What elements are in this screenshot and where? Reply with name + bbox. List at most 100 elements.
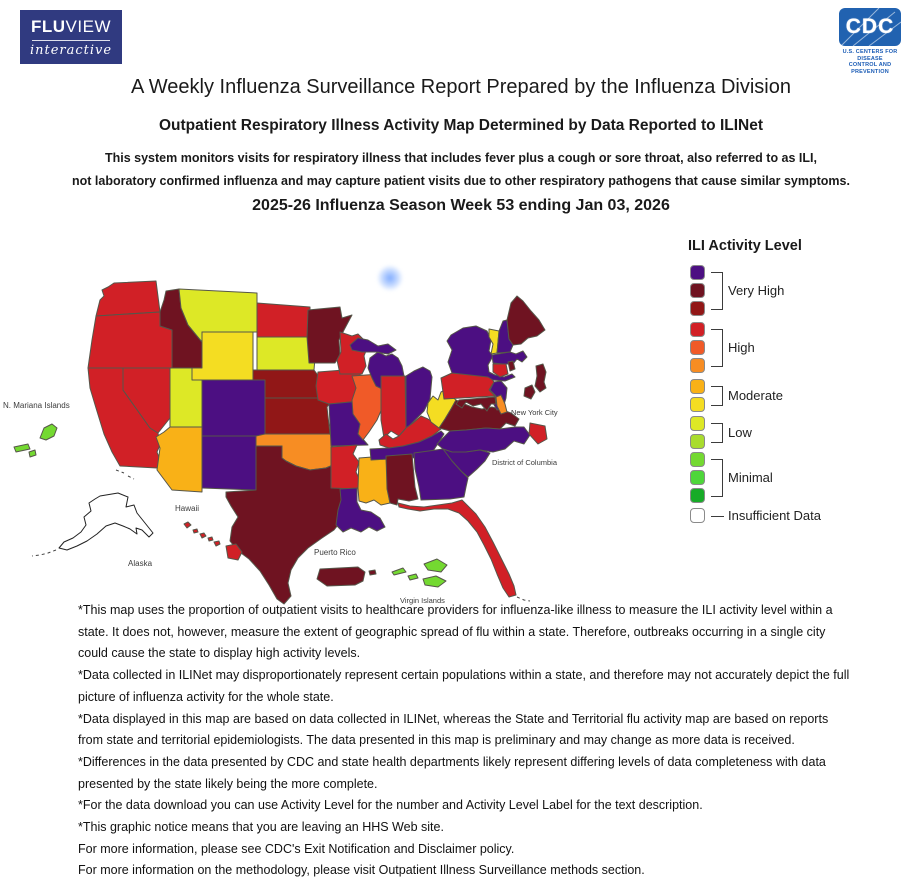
fluview-logo-rule <box>32 40 110 41</box>
legend-label: Insufficient Data <box>728 508 821 523</box>
footnote: *This map uses the proportion of outpati… <box>78 603 833 661</box>
legend-label: Very High <box>728 282 785 298</box>
cdc-logo[interactable]: CDC U.S. CENTERS FOR DISEASE CONTROL AND… <box>833 8 907 75</box>
footnote: *Data displayed in this map are based on… <box>78 711 829 748</box>
state-indiana[interactable]: Indiana <box>380 375 407 439</box>
ili-activity-legend: ILI Activity Level Very High High Moderate… <box>688 238 913 533</box>
state-mississippi[interactable]: Mississippi <box>357 455 391 506</box>
cdc-logo-caption: U.S. CENTERS FOR DISEASE CONTROL AND PRE… <box>842 49 898 75</box>
state-texas[interactable]: Texas <box>225 445 349 605</box>
state-arizona[interactable]: Arizona <box>155 426 203 493</box>
state-washington[interactable]: Washington <box>95 280 161 317</box>
page-title: A Weekly Influenza Surveillance Report P… <box>131 76 791 98</box>
florida-keys <box>516 596 531 602</box>
page-subtitle: Outpatient Respiratory Illness Activity … <box>158 117 764 134</box>
legend-bracket <box>711 329 723 367</box>
state-wisconsin[interactable]: Wisconsin <box>336 331 369 375</box>
label-n-mariana-islands: N. Mariana Islands <box>3 401 70 410</box>
legend-dash <box>711 516 724 517</box>
channel-islands <box>115 469 135 480</box>
legend-group: Minimal <box>690 452 910 503</box>
label-hawaii: Hawaii <box>175 504 200 513</box>
inset-new-york-city[interactable]: New York City <box>523 363 547 400</box>
legend-bracket <box>711 459 723 497</box>
footnote: *Data collected in ILINet may disproport… <box>78 668 850 704</box>
cdc-logo-box: CDC <box>839 8 901 46</box>
state-florida[interactable]: Florida <box>397 499 517 598</box>
state-delaware[interactable]: Delaware <box>495 394 508 415</box>
state-north-carolina[interactable]: North Carolina <box>436 426 531 453</box>
state-new-york[interactable]: New York <box>446 325 516 382</box>
cdc-logo-rays-icon <box>840 8 901 46</box>
state-kansas[interactable]: Kansas <box>264 397 331 435</box>
label-district-of-columbia: District of Columbia <box>492 458 558 467</box>
state-connecticut[interactable]: Connecticut <box>492 363 509 378</box>
state-georgia[interactable]: Georgia <box>413 448 469 501</box>
cdc-logo-acronym: CDC <box>845 15 895 38</box>
state-oregon[interactable]: Oregon <box>87 311 173 369</box>
description-line-1: This system monitors visits for respirat… <box>104 151 817 165</box>
territory-puerto-rico[interactable]: Puerto Rico <box>316 566 377 587</box>
legend-swatch-high_3 <box>690 358 705 373</box>
footnote: *This graphic notice means that you are … <box>78 820 444 835</box>
map-marker-dot <box>377 265 403 291</box>
legend-swatch-insufficient <box>690 508 705 523</box>
season-week-heading: 2025-26 Influenza Season Week 53 ending … <box>252 197 670 214</box>
legend-group: Low <box>690 416 910 449</box>
inset-district-of-columbia[interactable]: District of Columbia <box>528 422 548 445</box>
state-hawaii[interactable]: Hawaii <box>183 521 243 561</box>
state-arkansas[interactable]: Arkansas <box>330 444 362 490</box>
legend-label: High <box>728 339 755 355</box>
legend-swatch-low_2 <box>690 434 705 449</box>
legend-swatch-high_1 <box>690 322 705 337</box>
legend-swatch-low_1 <box>690 416 705 431</box>
footnote: For more information on the methodology,… <box>78 863 645 878</box>
fluview-logo[interactable]: FLUVIEW interactive <box>20 10 122 64</box>
legend-swatch-very_high_1 <box>690 265 705 280</box>
legend-bracket <box>711 423 723 443</box>
legend-swatch-moderate_1 <box>690 379 705 394</box>
state-north-dakota[interactable]: North Dakota <box>256 302 311 338</box>
legend-insufficient-row: Insufficient Data <box>690 508 910 524</box>
legend-group: Very High <box>690 265 910 316</box>
territory-virgin-islands[interactable]: Virgin Islands <box>391 558 448 588</box>
legend-label: Low <box>728 424 752 440</box>
label-puerto-rico: Puerto Rico <box>314 548 356 557</box>
state-alaska[interactable]: Alaska <box>58 492 154 551</box>
us-choropleth-map: Washington Oregon California Nevada Idah… <box>13 280 548 605</box>
legend-label: Minimal <box>728 469 773 485</box>
legend-swatch-very_high_2 <box>690 283 705 298</box>
legend-swatch-very_high_3 <box>690 301 705 316</box>
legend-group: Moderate <box>690 379 910 412</box>
legend-swatch-high_2 <box>690 340 705 355</box>
territory-n-mariana-islands[interactable]: N. Mariana Islands <box>13 423 58 458</box>
footnote: *Differences in the data presented by CD… <box>78 754 826 791</box>
footnote: *For the data download you can use Activ… <box>78 798 703 813</box>
fluview-logo-subtitle: interactive <box>29 43 113 58</box>
legend-title: ILI Activity Level <box>688 238 802 254</box>
legend-swatch-minimal_1 <box>690 452 705 467</box>
state-colorado[interactable]: Colorado <box>201 379 266 437</box>
label-alaska: Alaska <box>128 559 153 568</box>
label-virgin-islands: Virgin Islands <box>400 596 445 605</box>
legend-bracket <box>711 272 723 310</box>
label-new-york-city: New York City <box>511 408 558 417</box>
state-louisiana[interactable]: Louisiana <box>335 487 386 533</box>
state-maine[interactable]: Maine <box>506 295 546 346</box>
legend-label: Moderate <box>728 387 783 403</box>
legend-swatch-moderate_2 <box>690 397 705 412</box>
state-new-mexico[interactable]: New Mexico <box>201 435 257 491</box>
state-alabama[interactable]: Alabama <box>385 453 419 506</box>
legend-group: High <box>690 322 910 373</box>
aleutian-islands <box>31 549 57 557</box>
state-maryland[interactable]: Maryland <box>455 396 497 412</box>
description-line-2: not laboratory confirmed influenza and m… <box>72 174 850 188</box>
legend-bracket <box>711 386 723 406</box>
legend-swatch-minimal_2 <box>690 470 705 485</box>
fluview-logo-wordmark: FLUVIEW <box>31 17 111 36</box>
footnote: For more information, please see CDC's E… <box>78 841 515 856</box>
fluview-page: { "header": { "fluview_logo": {"brand_bo… <box>3 8 913 878</box>
state-rhode-island[interactable]: Rhode Island <box>507 360 516 372</box>
state-minnesota[interactable]: Minnesota <box>306 306 353 364</box>
legend-swatch-minimal_3 <box>690 488 705 503</box>
